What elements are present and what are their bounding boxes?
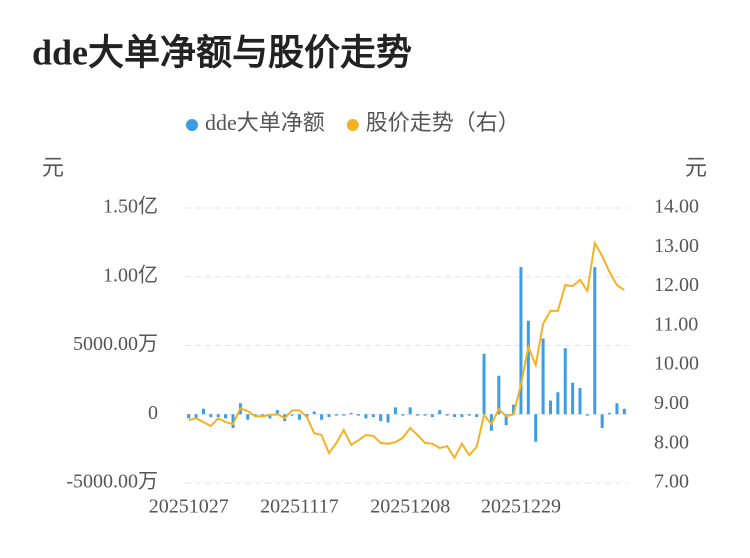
y2-tick-label: 12.00 bbox=[654, 274, 699, 296]
legend-label: 股价走势（右） bbox=[366, 110, 520, 135]
x-tick-label: 20251229 bbox=[481, 496, 561, 518]
bar bbox=[534, 414, 538, 442]
y2-tick-label: 14.00 bbox=[654, 196, 699, 218]
x-tick-label: 20251027 bbox=[149, 496, 229, 518]
bar bbox=[290, 414, 294, 416]
y-tick-label: -5000.00万 bbox=[66, 471, 158, 493]
bar bbox=[312, 411, 316, 415]
bar bbox=[460, 414, 464, 417]
bar bbox=[275, 410, 279, 415]
bar bbox=[209, 414, 213, 417]
bar bbox=[371, 414, 375, 417]
bar bbox=[578, 388, 582, 415]
y-axis-title: 元 bbox=[42, 155, 64, 180]
bar bbox=[585, 414, 589, 416]
price-line bbox=[188, 239, 625, 460]
y-tick-label: 1.00亿 bbox=[103, 263, 158, 286]
bar bbox=[216, 414, 220, 417]
y2-axis-title: 元 bbox=[685, 155, 707, 180]
y2-tick-label: 7.00 bbox=[654, 471, 689, 493]
bar bbox=[334, 414, 338, 416]
bar bbox=[475, 414, 479, 417]
bar bbox=[268, 414, 272, 419]
bar bbox=[401, 414, 405, 416]
bar bbox=[349, 412, 353, 415]
bar bbox=[224, 414, 228, 419]
bar bbox=[423, 414, 427, 416]
bar bbox=[231, 414, 235, 428]
bar bbox=[452, 414, 456, 417]
bar bbox=[297, 414, 301, 420]
x-tick-label: 20251117 bbox=[260, 496, 339, 518]
bar bbox=[342, 414, 346, 416]
legend-marker bbox=[186, 119, 198, 131]
bar bbox=[541, 338, 545, 415]
bar bbox=[600, 414, 604, 428]
bar bbox=[327, 414, 331, 417]
bar bbox=[305, 414, 309, 417]
bar bbox=[563, 348, 567, 415]
bar bbox=[519, 267, 523, 415]
bar bbox=[556, 392, 560, 415]
bar bbox=[593, 267, 597, 415]
bar bbox=[416, 414, 420, 416]
y2-tick-label: 13.00 bbox=[654, 235, 699, 257]
bar bbox=[467, 414, 471, 416]
bar bbox=[408, 407, 412, 415]
bar bbox=[438, 410, 442, 415]
bar bbox=[482, 353, 486, 415]
y-tick-label: 5000.00万 bbox=[73, 333, 158, 355]
bar bbox=[497, 375, 501, 415]
bar bbox=[430, 414, 434, 417]
bar bbox=[364, 414, 368, 419]
y2-tick-label: 8.00 bbox=[654, 431, 689, 453]
chart-title: dde大单净额与股价走势 bbox=[32, 32, 412, 72]
bar bbox=[187, 414, 191, 419]
x-tick-label: 20251208 bbox=[370, 496, 450, 518]
bar bbox=[357, 414, 361, 416]
bar bbox=[622, 408, 626, 415]
bar bbox=[393, 407, 397, 415]
bar bbox=[608, 412, 612, 415]
bar bbox=[571, 382, 575, 415]
bar bbox=[253, 414, 257, 416]
y2-tick-label: 10.00 bbox=[654, 353, 699, 375]
bar bbox=[379, 414, 383, 422]
bar bbox=[261, 414, 265, 416]
bar bbox=[445, 414, 449, 416]
bar bbox=[246, 414, 250, 420]
bar bbox=[512, 404, 516, 415]
y-tick-label: 0 bbox=[148, 402, 158, 424]
y2-tick-label: 11.00 bbox=[654, 313, 698, 335]
bar bbox=[194, 414, 198, 419]
bar bbox=[615, 403, 619, 415]
y2-tick-label: 9.00 bbox=[654, 392, 689, 414]
y-tick-label: 1.50亿 bbox=[103, 195, 158, 218]
bar bbox=[320, 414, 324, 420]
bar bbox=[386, 414, 390, 423]
bar bbox=[201, 408, 205, 415]
bar bbox=[504, 414, 508, 426]
legend-label: dde大单净额 bbox=[205, 110, 325, 135]
legend-marker bbox=[346, 119, 359, 131]
bar bbox=[526, 320, 530, 415]
bar bbox=[548, 400, 552, 415]
